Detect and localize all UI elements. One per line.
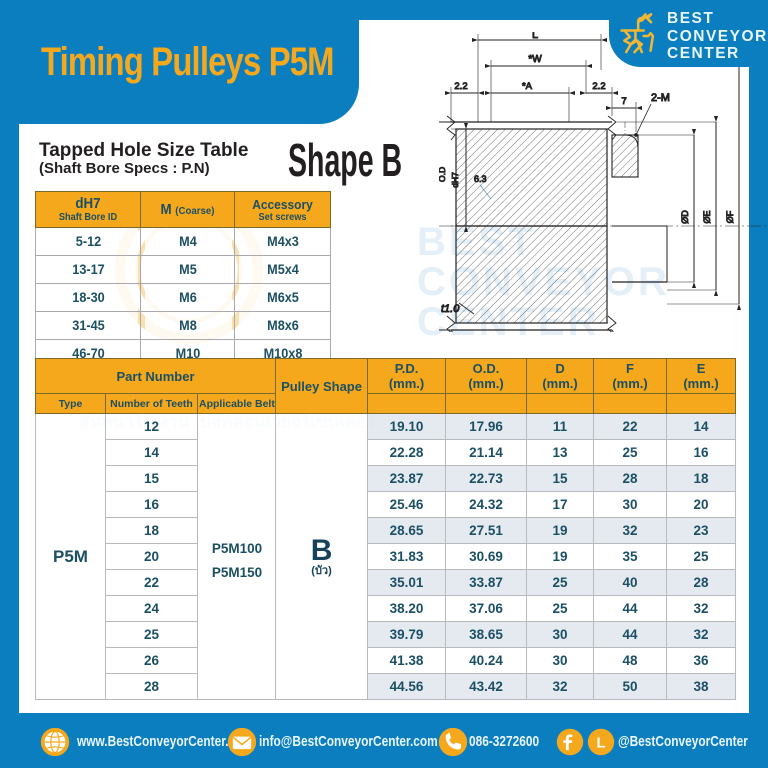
svg-text:2.2: 2.2: [592, 81, 605, 92]
svg-text:L: L: [596, 735, 605, 751]
svg-text:dH7: dH7: [450, 172, 460, 188]
svg-text:t1.0: t1.0: [441, 303, 460, 315]
svg-text:ØD: ØD: [680, 210, 690, 224]
svg-text:ØF: ØF: [725, 210, 735, 223]
svg-text:7: 7: [621, 96, 626, 107]
svg-text:2-M: 2-M: [651, 92, 670, 104]
svg-text:L: L: [532, 32, 538, 41]
svg-text:ØE: ØE: [702, 210, 712, 223]
svg-text:O.D: O.D: [439, 167, 447, 182]
svg-text:*W: *W: [528, 54, 542, 65]
svg-text:2.2: 2.2: [454, 81, 467, 92]
svg-text:*A: *A: [522, 81, 533, 92]
svg-text:6.3: 6.3: [474, 174, 487, 184]
